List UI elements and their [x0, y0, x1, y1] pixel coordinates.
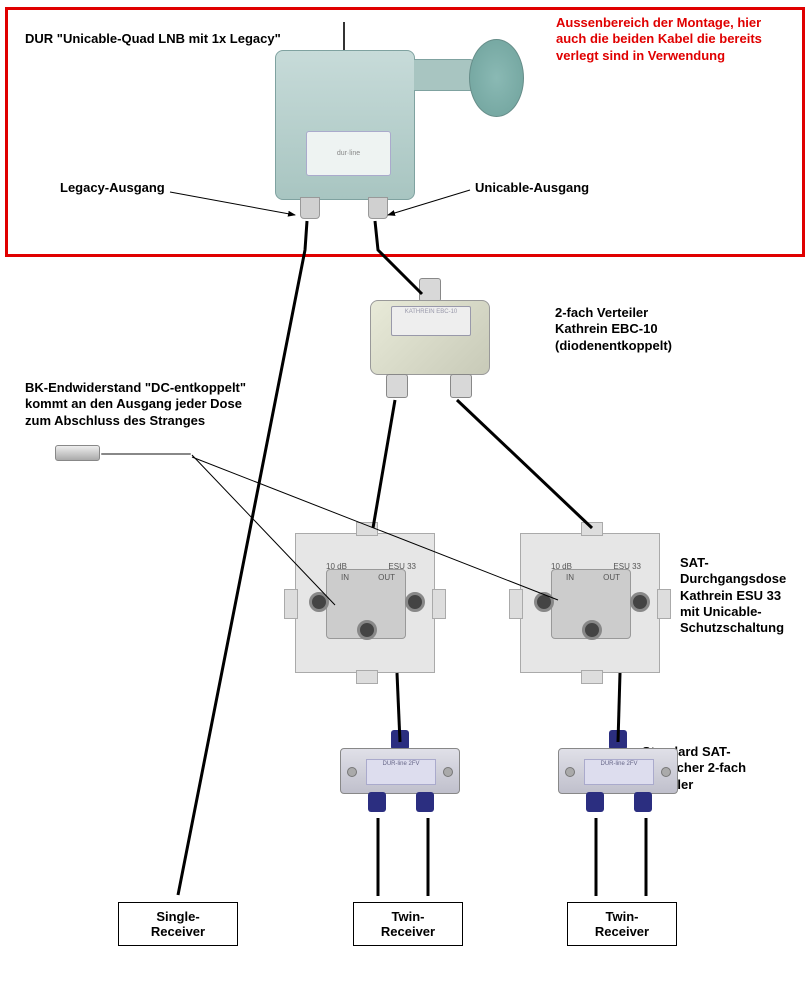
splitter-a-in: [391, 730, 409, 750]
terminator-label: BK-Endwiderstand "DC-entkoppelt" kommt a…: [25, 380, 246, 429]
splitter-b-out1: [586, 792, 604, 812]
splitter-small-b: DUR-line 2FV: [558, 748, 688, 818]
lnb-port-legacy: [300, 197, 320, 219]
receiver-twin-a: Twin-Receiver: [353, 902, 463, 946]
splitter-big-out1-port: [386, 374, 408, 398]
lnb-device: dur·line: [275, 50, 415, 200]
splitter-b-sticker: DUR-line 2FV: [584, 759, 654, 785]
dose-label: SAT- Durchgangsdose Kathrein ESU 33 mit …: [680, 555, 786, 636]
diagram-canvas: { "redBox": { "x": 5, "y": 7, "w": 800, …: [0, 0, 811, 1000]
receiver-twin-b: Twin-Receiver: [567, 902, 677, 946]
splitter-ebc10: KATHREIN EBC-10: [370, 300, 500, 400]
lnb-port-unicable: [368, 197, 388, 219]
splitter-out1-to-doseA: [373, 400, 395, 528]
receiver-single: Single-Receiver: [118, 902, 238, 946]
splitter-out2-to-doseB: [457, 400, 592, 528]
wall-outlet-b: ESU 33 10 dB IN OUT: [520, 533, 660, 673]
splitter-b-out2: [634, 792, 652, 812]
terminator-resistor: [55, 445, 100, 461]
lnb-title: DUR "Unicable-Quad LNB mit 1x Legacy": [25, 31, 281, 47]
splitter-big-label: 2-fach Verteiler Kathrein EBC-10 (dioden…: [555, 305, 672, 354]
lnb-sticker: dur·line: [306, 131, 391, 176]
splitter-a-out1: [368, 792, 386, 812]
splitter-b-in: [609, 730, 627, 750]
unicable-output-label: Unicable-Ausgang: [475, 180, 589, 196]
splitter-big-sticker: KATHREIN EBC-10: [391, 306, 471, 336]
splitter-big-in-port: [419, 278, 441, 302]
wall-outlet-a: ESU 33 10 dB IN OUT: [295, 533, 435, 673]
red-note: Aussenbereich der Montage, hier auch die…: [556, 15, 762, 64]
lnb-legacy-to-single: [178, 221, 307, 895]
splitter-small-a: DUR-line 2FV: [340, 748, 470, 818]
legacy-output-label: Legacy-Ausgang: [60, 180, 165, 196]
splitter-a-out2: [416, 792, 434, 812]
splitter-big-out2-port: [450, 374, 472, 398]
splitter-a-sticker: DUR-line 2FV: [366, 759, 436, 785]
